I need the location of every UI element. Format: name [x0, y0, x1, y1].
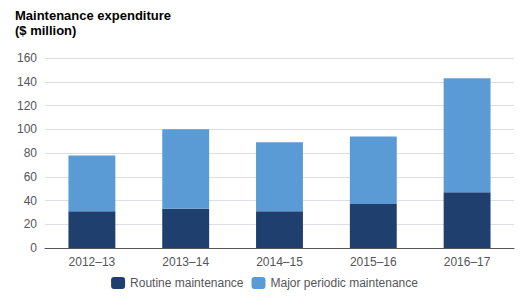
svg-text:2014–15: 2014–15 — [256, 255, 303, 269]
svg-text:60: 60 — [24, 170, 38, 184]
svg-text:Routine maintenance: Routine maintenance — [130, 276, 244, 290]
svg-text:20: 20 — [24, 217, 38, 231]
svg-text:2015–16: 2015–16 — [350, 255, 397, 269]
svg-text:2016–17: 2016–17 — [444, 255, 491, 269]
svg-text:160: 160 — [17, 51, 37, 65]
svg-text:140: 140 — [17, 75, 37, 89]
svg-text:0: 0 — [30, 241, 37, 255]
svg-text:40: 40 — [24, 194, 38, 208]
svg-text:Maintenance expenditure: Maintenance expenditure — [15, 8, 171, 23]
svg-text:($ million): ($ million) — [15, 23, 76, 38]
svg-text:2012–13: 2012–13 — [69, 255, 116, 269]
svg-text:100: 100 — [17, 122, 37, 136]
svg-text:2013–14: 2013–14 — [162, 255, 209, 269]
svg-text:Major periodic maintenance: Major periodic maintenance — [270, 276, 418, 290]
svg-text:120: 120 — [17, 99, 37, 113]
svg-text:80: 80 — [24, 146, 38, 160]
